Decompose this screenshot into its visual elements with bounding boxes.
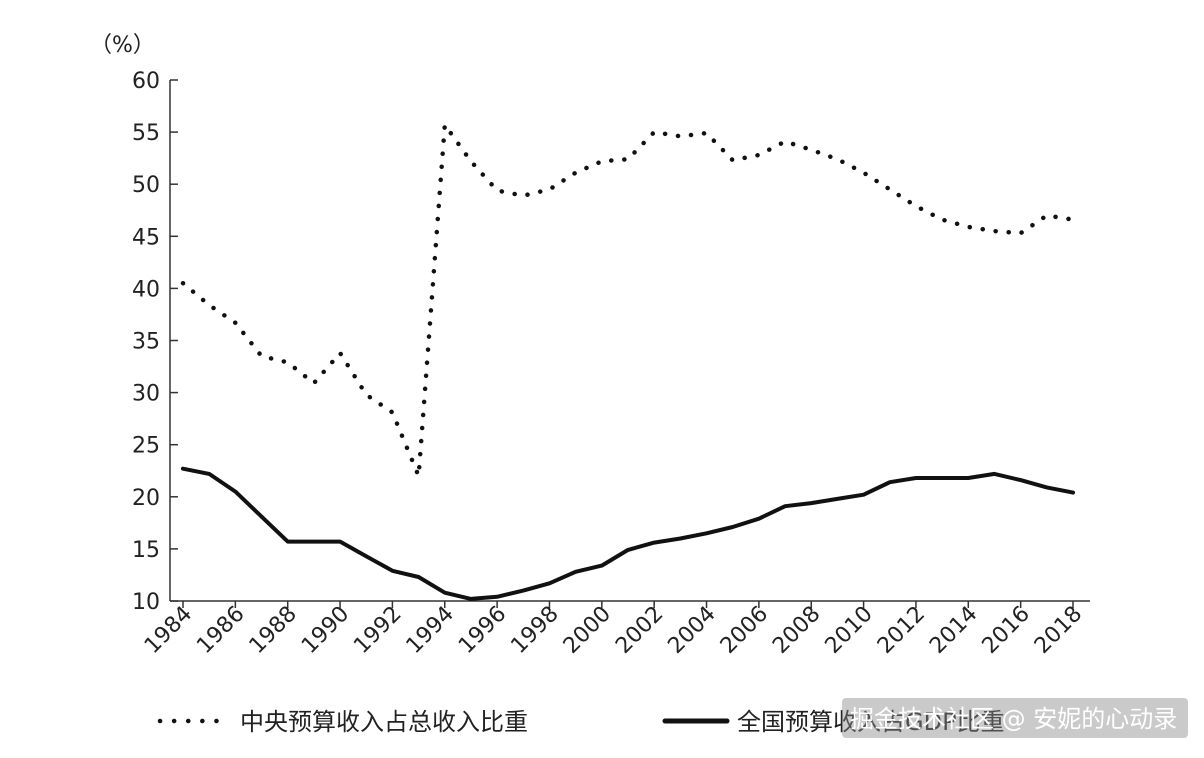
series-line-2 xyxy=(183,469,1073,599)
x-tick-label: 2006 xyxy=(716,602,773,659)
x-tick-label: 2012 xyxy=(873,602,930,659)
y-tick-label: 25 xyxy=(132,434,160,459)
y-axis: 60 55 50 45 40 35 30 25 20 15 10 xyxy=(132,69,178,615)
x-tick-label: 2014 xyxy=(925,602,982,659)
y-tick-label: 55 xyxy=(132,121,160,146)
x-tick-label: 2018 xyxy=(1030,602,1087,659)
series-line-1 xyxy=(183,125,1073,476)
x-tick-label: 1992 xyxy=(349,602,406,659)
x-tick-label: 1994 xyxy=(402,602,459,659)
y-tick-label: 40 xyxy=(132,277,160,302)
x-tick-label: 1986 xyxy=(192,602,249,659)
x-tick-label: 1990 xyxy=(297,602,354,659)
x-tick-label: 1996 xyxy=(454,602,511,659)
x-tick-label: 1998 xyxy=(506,602,563,659)
y-tick-label: 60 xyxy=(132,69,160,94)
series-points-1 xyxy=(183,125,1073,476)
watermark-text: 掘金技术社区 @ 安妮的心动录 xyxy=(850,705,1177,733)
y-tick-label: 45 xyxy=(132,225,160,250)
y-axis-unit-label: （%） xyxy=(90,33,155,58)
x-tick-label: 2016 xyxy=(978,602,1035,659)
y-tick-label: 10 xyxy=(132,590,160,615)
series-layer xyxy=(183,125,1073,599)
y-tick-label: 15 xyxy=(132,538,160,563)
y-tick-label: 20 xyxy=(132,486,160,511)
x-tick-label: 2002 xyxy=(611,602,668,659)
x-axis: 1984198619881990199219941996199820002002… xyxy=(140,601,1090,659)
x-tick-label: 1988 xyxy=(245,602,302,659)
legend-label-1: 中央预算收入占总收入比重 xyxy=(240,708,528,736)
y-tick-label: 35 xyxy=(132,330,160,355)
series-points-2 xyxy=(183,469,1073,599)
y-tick-label: 50 xyxy=(132,173,160,198)
y-tick-label: 30 xyxy=(132,382,160,407)
x-tick-label: 2004 xyxy=(663,602,720,659)
x-tick-label: 2008 xyxy=(768,602,825,659)
watermark: 掘金技术社区 @ 安妮的心动录 xyxy=(842,698,1188,738)
x-tick-label: 2000 xyxy=(559,602,616,659)
x-tick-label: 2010 xyxy=(821,602,878,659)
